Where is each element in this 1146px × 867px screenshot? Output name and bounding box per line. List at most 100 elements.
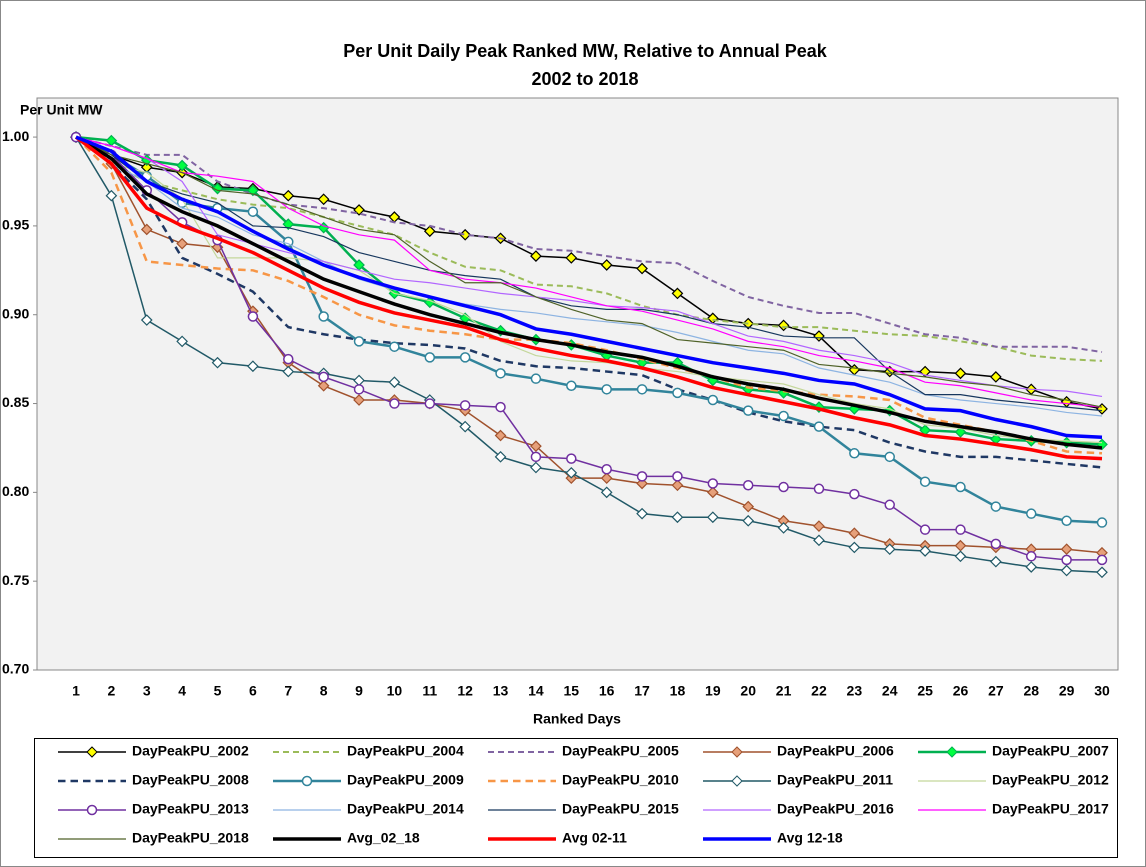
point: [317, 193, 330, 206]
point: [1061, 515, 1072, 527]
legend: [34, 738, 1118, 858]
series-line: [75, 136, 1103, 417]
x-tick-label: 7: [284, 683, 292, 699]
legend-label: DayPeakPU_2017: [992, 801, 1109, 817]
point: [990, 538, 1002, 550]
legend-label: Avg 02-11: [562, 830, 627, 846]
legend-label: DayPeakPU_2005: [562, 743, 679, 759]
point: [1096, 554, 1108, 566]
series-line: [75, 135, 1103, 450]
legend-label: DayPeakPU_2015: [562, 801, 679, 817]
x-tick-label: 6: [249, 683, 257, 699]
legend-label: DayPeakPU_2006: [777, 743, 894, 759]
legend-marker: [301, 775, 313, 787]
point: [565, 466, 578, 479]
point: [707, 394, 719, 406]
point: [495, 368, 506, 379]
point: [636, 471, 648, 482]
y-tick-label: 1.00: [2, 128, 29, 144]
x-tick-label: 19: [705, 683, 721, 699]
point: [742, 480, 754, 491]
legend-label: DayPeakPU_2016: [777, 801, 894, 817]
point: [247, 360, 259, 373]
point: [1060, 543, 1073, 556]
legend-label: DayPeakPU_2010: [562, 772, 679, 788]
x-tick-label: 28: [1023, 683, 1039, 699]
legend-label: DayPeakPU_2018: [132, 830, 249, 846]
x-tick-label: 27: [988, 683, 1004, 699]
point: [282, 189, 295, 202]
point: [813, 483, 825, 495]
series-line: [75, 135, 1103, 440]
point: [990, 501, 1002, 512]
x-tick-label: 4: [178, 683, 186, 699]
point: [883, 543, 896, 556]
point: [530, 461, 542, 474]
point: [813, 330, 825, 342]
point: [919, 524, 931, 535]
point: [600, 472, 613, 484]
point: [848, 541, 861, 554]
legend-label: Avg 12-18: [777, 830, 843, 846]
legend-marker: [86, 746, 98, 758]
point: [955, 481, 966, 493]
point: [990, 555, 1002, 568]
point: [742, 514, 755, 527]
point: [353, 384, 365, 395]
point: [778, 410, 789, 422]
y-tick-label: 0.85: [2, 394, 29, 410]
x-tick-label: 15: [564, 683, 580, 699]
series-line: [75, 136, 1103, 410]
series-line: [75, 136, 1103, 362]
x-tick-label: 22: [811, 683, 827, 699]
point: [247, 184, 259, 197]
series-line: [75, 135, 1103, 524]
point: [318, 371, 329, 383]
point: [813, 520, 825, 532]
x-tick-label: 3: [143, 683, 151, 699]
point: [954, 550, 967, 563]
point: [848, 527, 861, 540]
point: [990, 371, 1002, 383]
legend-label: DayPeakPU_2012: [992, 772, 1109, 788]
x-tick-label: 18: [670, 683, 686, 699]
point: [566, 453, 577, 464]
y-tick-label: 0.70: [2, 661, 29, 677]
point: [601, 384, 612, 395]
series-line: [75, 136, 1103, 554]
legend-marker: [86, 804, 98, 816]
point: [707, 478, 719, 489]
x-tick-label: 9: [355, 683, 363, 699]
legend-marker: [946, 746, 958, 758]
point: [105, 189, 118, 202]
point: [954, 367, 967, 380]
point: [1061, 554, 1072, 566]
x-tick-label: 1: [72, 683, 80, 699]
point: [742, 405, 754, 416]
x-tick-label: 17: [634, 683, 650, 699]
series-line: [75, 136, 1103, 354]
x-tick-label: 11: [422, 683, 437, 699]
legend-label: DayPeakPU_2009: [347, 772, 464, 788]
point: [140, 314, 153, 326]
series-line: [75, 136, 1103, 408]
point: [671, 287, 684, 300]
legend-marker: [731, 746, 743, 758]
legend-marker: [731, 775, 743, 787]
point: [706, 486, 719, 499]
point: [211, 356, 224, 369]
point: [636, 262, 648, 275]
x-tick-label: 13: [493, 683, 509, 699]
x-tick-label: 5: [214, 683, 222, 699]
x-axis-label: Ranked Days: [533, 711, 621, 727]
point: [494, 450, 507, 463]
series-line: [75, 136, 1103, 408]
point: [706, 511, 719, 524]
x-tick-label: 14: [528, 683, 544, 699]
point: [884, 451, 895, 463]
chart-subtitle: 2002 to 2018: [531, 69, 638, 89]
y-tick-label: 0.90: [2, 305, 29, 321]
point: [140, 223, 153, 236]
point: [424, 398, 436, 409]
